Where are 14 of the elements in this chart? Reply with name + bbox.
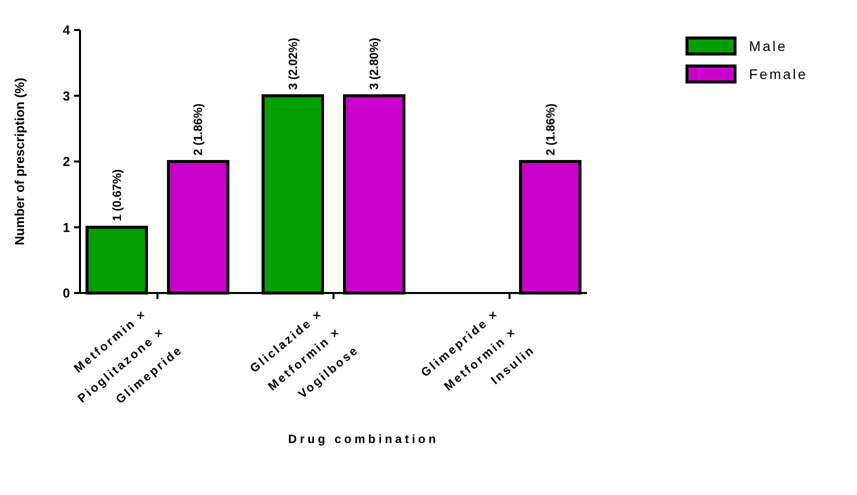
data-label: 2 (1.86%) <box>543 103 558 156</box>
y-tick-label: 3 <box>62 88 70 104</box>
legend-label: Male <box>749 38 788 54</box>
y-tick-label: 0 <box>62 286 70 301</box>
legend-label: Female <box>749 66 808 82</box>
data-label: 3 (2.80%) <box>367 38 382 90</box>
y-axis-title: Number of prescription (%) <box>12 78 27 246</box>
y-tick-label: 4 <box>62 22 71 38</box>
data-label: 2 (1.86%) <box>191 103 206 156</box>
data-label: 1 (0.67%) <box>110 169 124 222</box>
y-tick-label: 2 <box>62 154 70 170</box>
data-label: 3 (2.02%) <box>286 38 300 90</box>
y-tick-label: 1 <box>62 220 70 235</box>
x-axis-title: Drug combination <box>288 432 439 446</box>
